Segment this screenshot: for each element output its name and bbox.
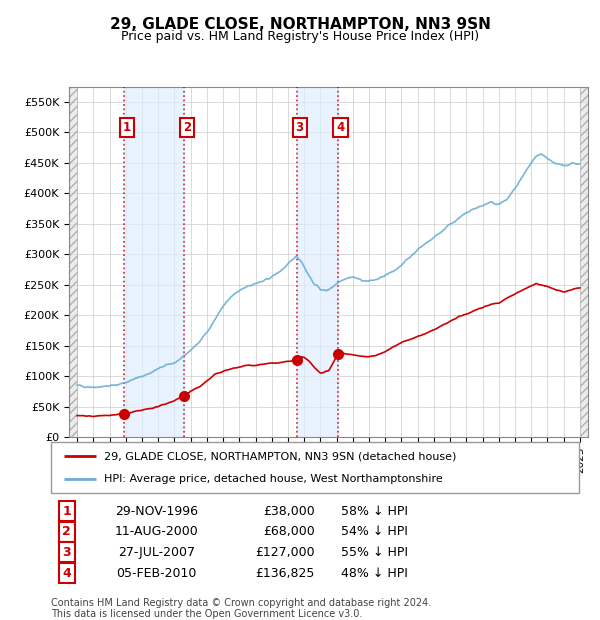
Text: HPI: Average price, detached house, West Northamptonshire: HPI: Average price, detached house, West… [104,474,443,484]
Text: £127,000: £127,000 [256,546,315,559]
Text: 29, GLADE CLOSE, NORTHAMPTON, NN3 9SN (detached house): 29, GLADE CLOSE, NORTHAMPTON, NN3 9SN (d… [104,451,456,461]
Text: 29, GLADE CLOSE, NORTHAMPTON, NN3 9SN: 29, GLADE CLOSE, NORTHAMPTON, NN3 9SN [110,17,490,32]
Text: 11-AUG-2000: 11-AUG-2000 [115,526,199,539]
Text: 1: 1 [122,120,131,133]
Text: 1: 1 [62,505,71,518]
Text: 48% ↓ HPI: 48% ↓ HPI [341,567,408,580]
Text: 4: 4 [337,120,344,133]
Text: £38,000: £38,000 [263,505,315,518]
Text: Price paid vs. HM Land Registry's House Price Index (HPI): Price paid vs. HM Land Registry's House … [121,30,479,43]
Text: Contains HM Land Registry data © Crown copyright and database right 2024.
This d: Contains HM Land Registry data © Crown c… [51,598,431,619]
Bar [124,87,184,437]
Text: 58% ↓ HPI: 58% ↓ HPI [341,505,409,518]
Text: 3: 3 [62,546,71,559]
Text: 4: 4 [62,567,71,580]
Text: 05-FEB-2010: 05-FEB-2010 [116,567,197,580]
Text: 3: 3 [296,120,304,133]
FancyBboxPatch shape [51,442,579,493]
Text: £68,000: £68,000 [263,526,315,539]
Text: 27-JUL-2007: 27-JUL-2007 [118,546,195,559]
Text: £136,825: £136,825 [256,567,315,580]
Bar [297,87,338,437]
Text: 2: 2 [62,526,71,539]
Text: 29-NOV-1996: 29-NOV-1996 [115,505,198,518]
Text: 54% ↓ HPI: 54% ↓ HPI [341,526,408,539]
Text: 2: 2 [182,120,191,133]
Text: 55% ↓ HPI: 55% ↓ HPI [341,546,409,559]
